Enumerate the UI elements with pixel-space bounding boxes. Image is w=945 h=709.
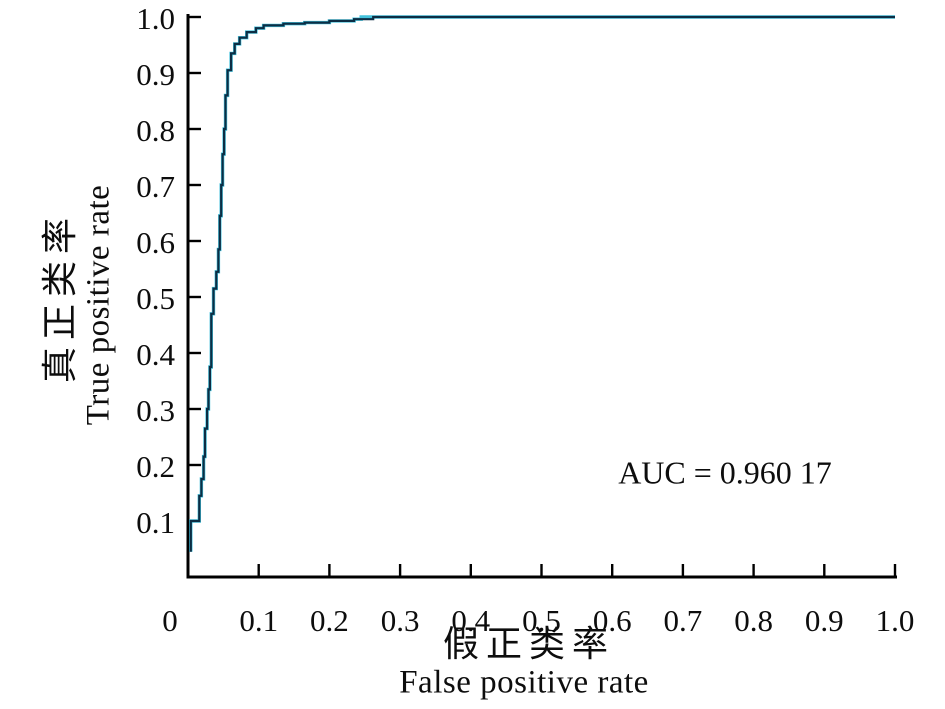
x-tick-label: 0.6 <box>593 603 632 638</box>
x-tick-label: 0.7 <box>664 603 703 638</box>
x-axis-label-zh: 假正类率 <box>442 624 616 664</box>
x-axis-label-en: False positive rate <box>399 664 649 701</box>
x-tick-label: 0.5 <box>522 603 561 638</box>
y-axis-label-en: True positive rate <box>80 184 117 426</box>
x-tick-label: 0.1 <box>239 603 278 638</box>
x-tick-label: 0 <box>162 603 178 638</box>
y-tick-label: 0.8 <box>136 113 175 148</box>
y-tick-label: 1.0 <box>136 1 175 36</box>
y-tick-label: 0.5 <box>136 281 175 316</box>
x-tick-label: 0.3 <box>381 603 420 638</box>
y-tick-label: 0.4 <box>136 337 175 372</box>
x-tick-label: 1.0 <box>876 603 915 638</box>
y-tick-label: 0.9 <box>136 57 175 92</box>
y-tick-label: 0.1 <box>136 505 175 540</box>
x-tick-label: 0.4 <box>451 603 490 638</box>
y-tick-label: 0.3 <box>136 393 175 428</box>
y-axis-label-zh: 真正类率 <box>40 210 80 384</box>
y-tick-label: 0.7 <box>136 169 175 204</box>
roc-curve-dark <box>189 15 895 552</box>
auc-annotation: AUC = 0.960 17 <box>618 454 832 491</box>
y-tick-label: 0.2 <box>136 449 175 484</box>
y-tick-label: 0.6 <box>136 225 175 260</box>
x-tick-label: 0.9 <box>805 603 844 638</box>
x-tick-label: 0.2 <box>310 603 349 638</box>
x-tick-label: 0.8 <box>734 603 773 638</box>
